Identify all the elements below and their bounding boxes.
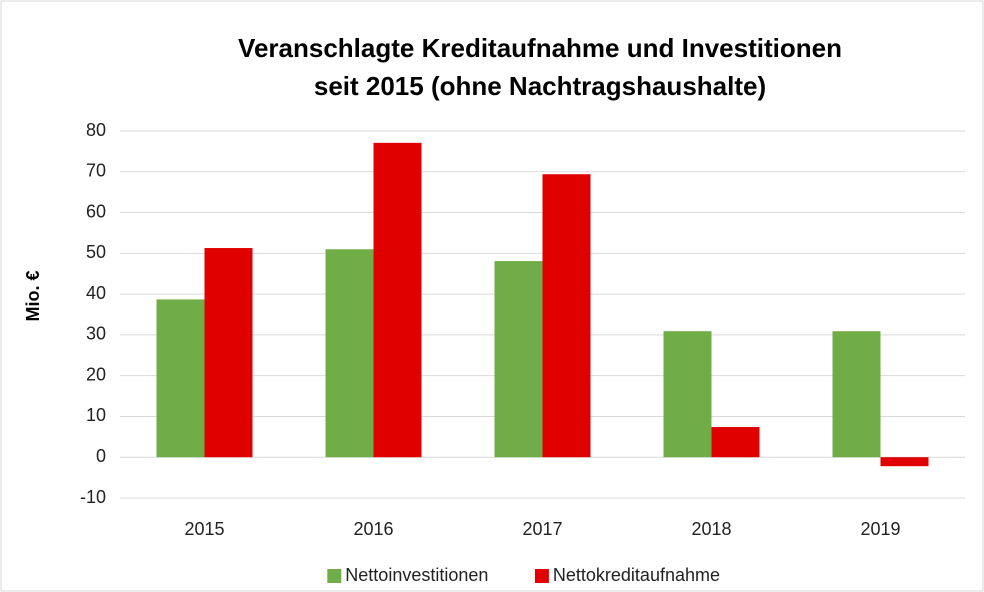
bar — [204, 248, 253, 458]
y-tick-label: -10 — [80, 487, 106, 507]
bar — [542, 174, 591, 458]
bar — [325, 249, 374, 458]
bar — [156, 299, 205, 458]
bar — [880, 457, 929, 467]
bar — [663, 331, 712, 458]
y-tick-label: 0 — [96, 446, 106, 466]
legend-swatch — [534, 569, 549, 583]
legend-swatch — [327, 569, 342, 583]
y-axis-label: Mio. € — [23, 270, 43, 321]
chart-title: seit 2015 (ohne Nachtragshaushalte) — [314, 71, 766, 101]
legend-label: Nettoinvestitionen — [345, 565, 488, 585]
bar — [373, 142, 422, 458]
y-tick-label: 10 — [86, 405, 106, 425]
y-tick-label: 70 — [86, 161, 106, 181]
x-tick-label: 2016 — [353, 519, 393, 539]
y-tick-label: 50 — [86, 242, 106, 262]
y-tick-label: 40 — [86, 283, 106, 303]
bar — [832, 331, 881, 458]
x-tick-label: 2017 — [522, 519, 562, 539]
y-tick-label: 60 — [86, 201, 106, 221]
x-tick-label: 2015 — [184, 519, 224, 539]
y-tick-label: 80 — [86, 120, 106, 140]
x-tick-label: 2018 — [691, 519, 731, 539]
chart-title: Veranschlagte Kreditaufnahme und Investi… — [238, 33, 842, 63]
legend-label: Nettokreditaufnahme — [553, 565, 720, 585]
y-tick-label: 20 — [86, 364, 106, 384]
bar — [494, 261, 543, 458]
bar — [711, 427, 760, 458]
y-tick-label: 30 — [86, 324, 106, 344]
x-tick-label: 2019 — [860, 519, 900, 539]
